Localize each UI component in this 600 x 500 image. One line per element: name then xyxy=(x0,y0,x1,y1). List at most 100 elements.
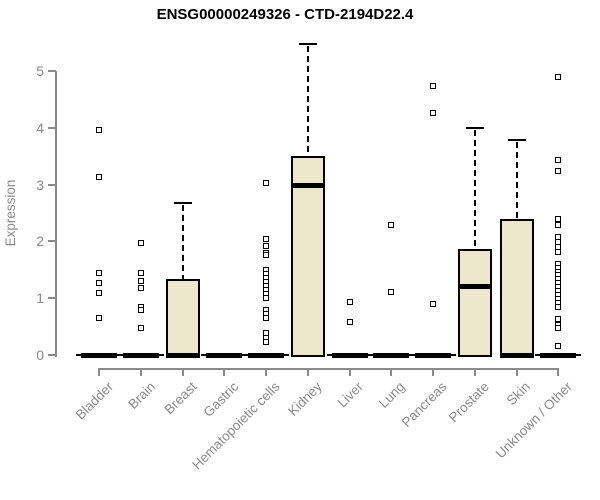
whisker-line-breast xyxy=(181,204,184,280)
outlier-point xyxy=(555,157,562,164)
y-tick-label-4: 4 xyxy=(36,119,44,136)
x-category-label-kidney: Kidney xyxy=(284,379,325,419)
whisker-cap-prostate xyxy=(465,126,484,129)
outlier-point xyxy=(555,324,562,331)
outlier-point xyxy=(138,306,145,313)
x-tick-hematopoietic-cells xyxy=(265,368,268,376)
outlier-point xyxy=(263,315,270,322)
outlier-point xyxy=(138,284,145,291)
outlier-point xyxy=(138,277,145,284)
y-tick-label-2: 2 xyxy=(36,233,44,250)
box-prostate xyxy=(457,249,492,357)
outlier-point xyxy=(96,126,103,133)
outlier-point xyxy=(96,270,103,277)
box-breast xyxy=(165,279,200,357)
box-bladder xyxy=(81,353,118,358)
outlier-point xyxy=(555,222,562,229)
median-line-skin xyxy=(499,353,534,358)
outlier-point xyxy=(555,315,562,322)
box-gastric xyxy=(206,353,243,358)
outlier-point xyxy=(263,235,270,242)
x-category-label-gastric: Gastric xyxy=(200,379,242,420)
y-tick-2 xyxy=(48,240,56,243)
x-tick-brain xyxy=(140,368,143,376)
y-tick-0 xyxy=(48,354,56,356)
outlier-point xyxy=(555,343,562,350)
y-tick-3 xyxy=(48,183,56,186)
y-tick-label-1: 1 xyxy=(36,290,44,307)
whisker-line-skin xyxy=(515,141,518,219)
x-category-label-pancreas: Pancreas xyxy=(398,379,450,430)
whisker-line-prostate xyxy=(473,129,476,250)
y-tick-label-5: 5 xyxy=(36,63,44,79)
x-tick-unknown-other xyxy=(557,368,560,376)
x-tick-skin xyxy=(515,368,518,376)
outlier-point xyxy=(555,74,562,81)
box-brain xyxy=(123,353,160,358)
outlier-point xyxy=(263,242,270,249)
box-unknown-other xyxy=(540,353,577,358)
outlier-point xyxy=(96,174,103,181)
outlier-point xyxy=(96,289,103,296)
y-tick-label-0: 0 xyxy=(36,347,44,363)
outlier-point xyxy=(430,300,437,307)
outlier-point xyxy=(346,319,353,326)
x-tick-kidney xyxy=(306,368,309,376)
x-category-label-unknown-other: Unknown / Other xyxy=(492,379,575,462)
outlier-point xyxy=(263,179,270,186)
y-tick-4 xyxy=(48,126,56,129)
x-tick-prostate xyxy=(473,368,476,376)
box-kidney xyxy=(290,155,325,357)
outlier-point xyxy=(263,338,270,345)
whisker-cap-breast xyxy=(173,201,192,204)
x-category-label-bladder: Bladder xyxy=(72,379,116,423)
x-category-label-skin: Skin xyxy=(504,379,534,409)
x-category-label-prostate: Prostate xyxy=(445,379,492,426)
x-tick-bladder xyxy=(98,368,101,376)
outlier-point xyxy=(555,304,562,311)
x-tick-lung xyxy=(390,368,393,376)
x-category-label-liver: Liver xyxy=(334,379,367,411)
outlier-point xyxy=(555,248,562,255)
x-tick-breast xyxy=(181,368,184,376)
whisker-line-kidney xyxy=(306,46,309,156)
x-tick-gastric xyxy=(223,368,226,376)
y-tick-5 xyxy=(48,70,56,72)
median-line-kidney xyxy=(290,183,325,189)
outlier-point xyxy=(388,222,395,229)
outlier-point xyxy=(138,325,145,332)
median-line-prostate xyxy=(457,283,492,289)
outlier-point xyxy=(96,315,103,322)
chart-title: ENSG00000249326 - CTD-2194D22.4 xyxy=(156,6,414,23)
outlier-point xyxy=(430,83,437,90)
outlier-point xyxy=(346,299,353,306)
outlier-point xyxy=(263,295,270,302)
x-axis-line xyxy=(98,368,560,370)
outlier-point xyxy=(555,167,562,174)
x-category-label-brain: Brain xyxy=(124,379,158,412)
median-line-breast xyxy=(165,353,200,358)
box-liver xyxy=(331,353,368,358)
outlier-point xyxy=(388,288,395,295)
outlier-point xyxy=(555,215,562,222)
whisker-cap-skin xyxy=(507,138,526,141)
box-lung xyxy=(373,353,410,358)
box-skin xyxy=(499,218,534,357)
box-hematopoietic-cells xyxy=(248,353,285,358)
outlier-point xyxy=(430,110,437,117)
y-tick-1 xyxy=(48,297,56,300)
outlier-point xyxy=(263,252,270,259)
box-pancreas xyxy=(415,353,452,358)
outlier-point xyxy=(138,240,145,247)
y-axis-line xyxy=(55,71,57,357)
x-tick-pancreas xyxy=(432,368,435,376)
outlier-point xyxy=(96,280,103,287)
x-category-label-lung: Lung xyxy=(376,379,409,411)
x-category-label-breast: Breast xyxy=(161,379,200,418)
outlier-point xyxy=(138,269,145,276)
y-tick-label-3: 3 xyxy=(36,176,44,193)
x-tick-liver xyxy=(348,368,351,376)
whisker-cap-kidney xyxy=(298,43,317,46)
